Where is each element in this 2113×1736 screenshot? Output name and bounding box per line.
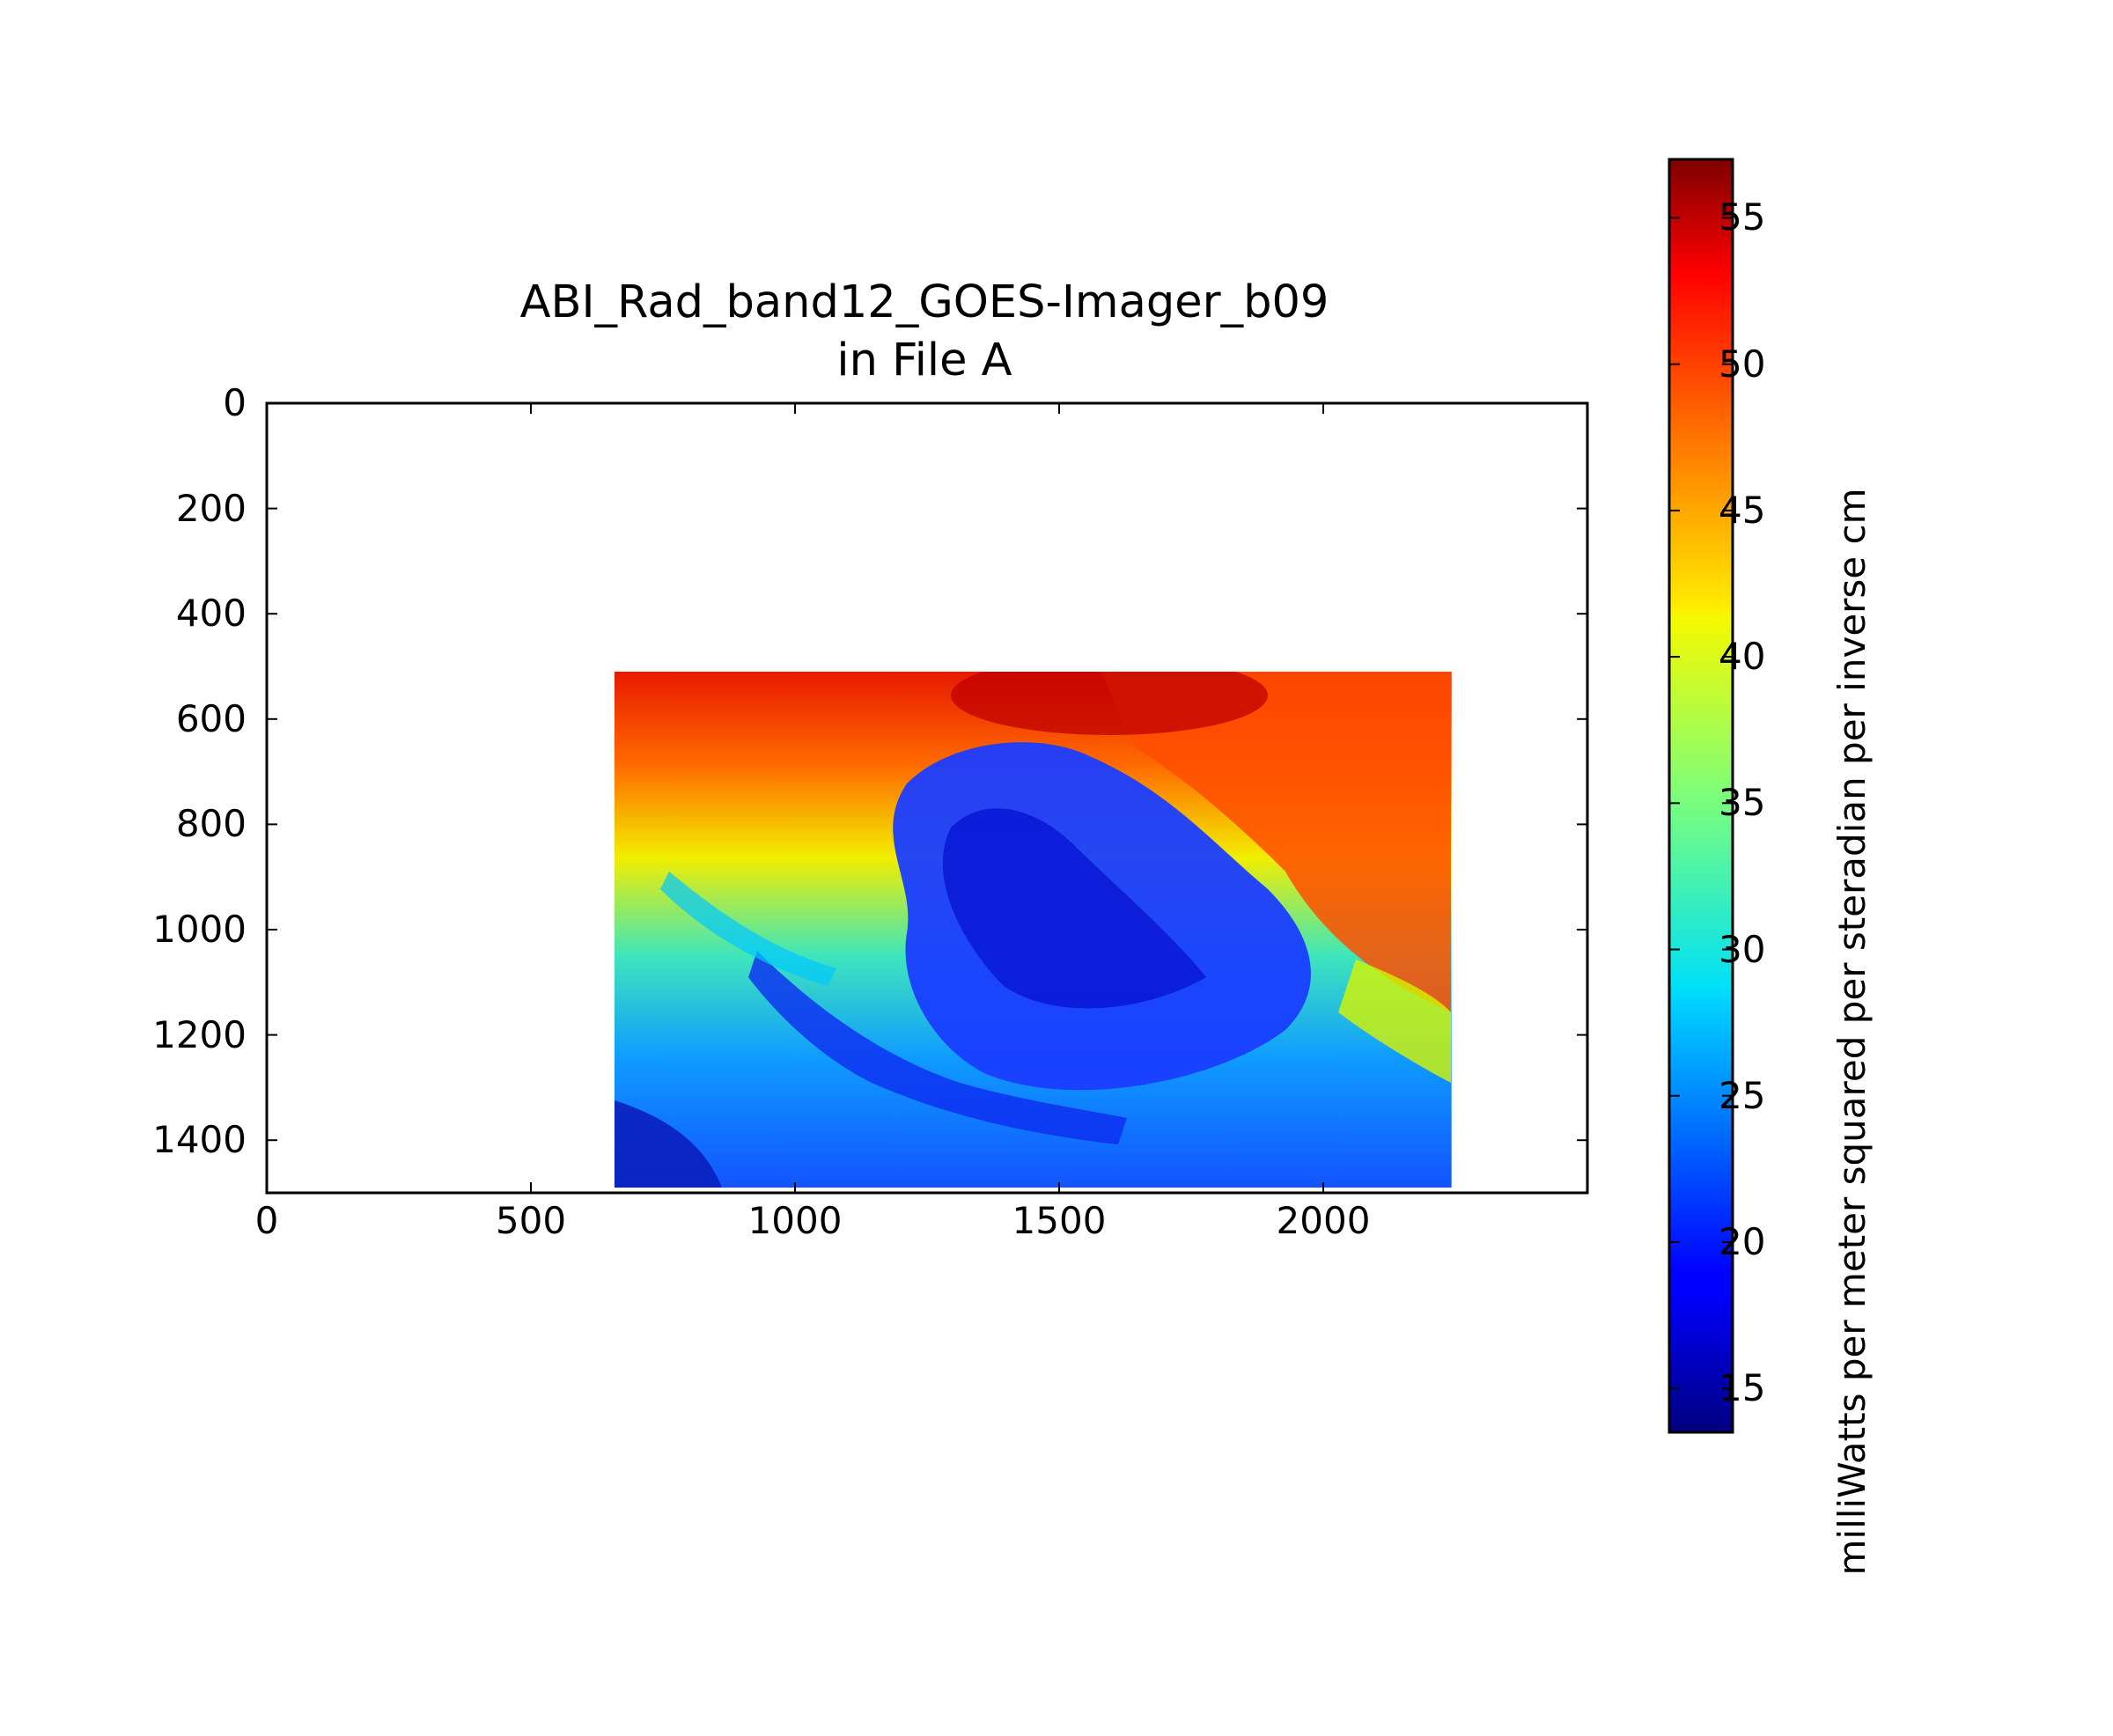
colorbar-tick-label: 40: [1719, 635, 1766, 679]
y-tick-label: 1000: [152, 908, 247, 951]
y-tick-label: 600: [175, 696, 247, 740]
plot-frame: [265, 401, 1589, 1195]
heatmap-image: [614, 671, 1452, 1188]
colorbar-gradient: [1669, 159, 1733, 1432]
chart-subtitle: in File A: [836, 335, 1012, 386]
chart: [265, 158, 1734, 1434]
colorbar-label: milliWatts per meter squared per steradi…: [1830, 488, 1874, 1576]
colorbar-frame: [1668, 158, 1734, 1434]
x-tick-label: 1500: [1012, 1199, 1107, 1242]
heatmap-warm-east: [1101, 671, 1451, 1012]
heatmap-cloud-dark: [942, 808, 1206, 1009]
colorbar-tick-label: 55: [1719, 195, 1766, 239]
y-tick-label: 200: [175, 486, 247, 530]
colorbar: [1668, 158, 1734, 1434]
heatmap-swirl-band: [748, 951, 1127, 1144]
heatmap-south-dark: [615, 1100, 722, 1188]
y-tick-label: 1200: [152, 1012, 247, 1056]
y-tick-label: 1400: [152, 1118, 247, 1162]
colorbar-tick-label: 20: [1719, 1219, 1766, 1263]
x-tick-label: 1000: [747, 1199, 843, 1242]
x-tick-label: 2000: [1276, 1199, 1371, 1242]
chart-title: ABI_Rad_band12_GOES-Imager_b09: [519, 276, 1329, 328]
heatmap-yellow-band: [1338, 960, 1451, 1083]
x-tick-label: 500: [495, 1199, 567, 1242]
colorbar-tick-label: 35: [1719, 781, 1766, 825]
heatmap-cyan-streak: [660, 872, 836, 986]
colorbar-tick-label: 45: [1719, 488, 1766, 532]
y-tick-label: 800: [175, 802, 247, 846]
heatmap-hot-spot: [951, 671, 1268, 735]
axes: [265, 401, 1589, 1195]
y-tick-label: 0: [223, 381, 247, 424]
y-tick-label: 400: [175, 592, 247, 636]
colorbar-tick-label: 30: [1719, 927, 1766, 971]
colorbar-tick-label: 25: [1719, 1073, 1766, 1117]
x-tick-label: 0: [254, 1199, 279, 1242]
colorbar-tick-label: 15: [1719, 1366, 1766, 1410]
colorbar-tick-label: 50: [1719, 342, 1766, 386]
